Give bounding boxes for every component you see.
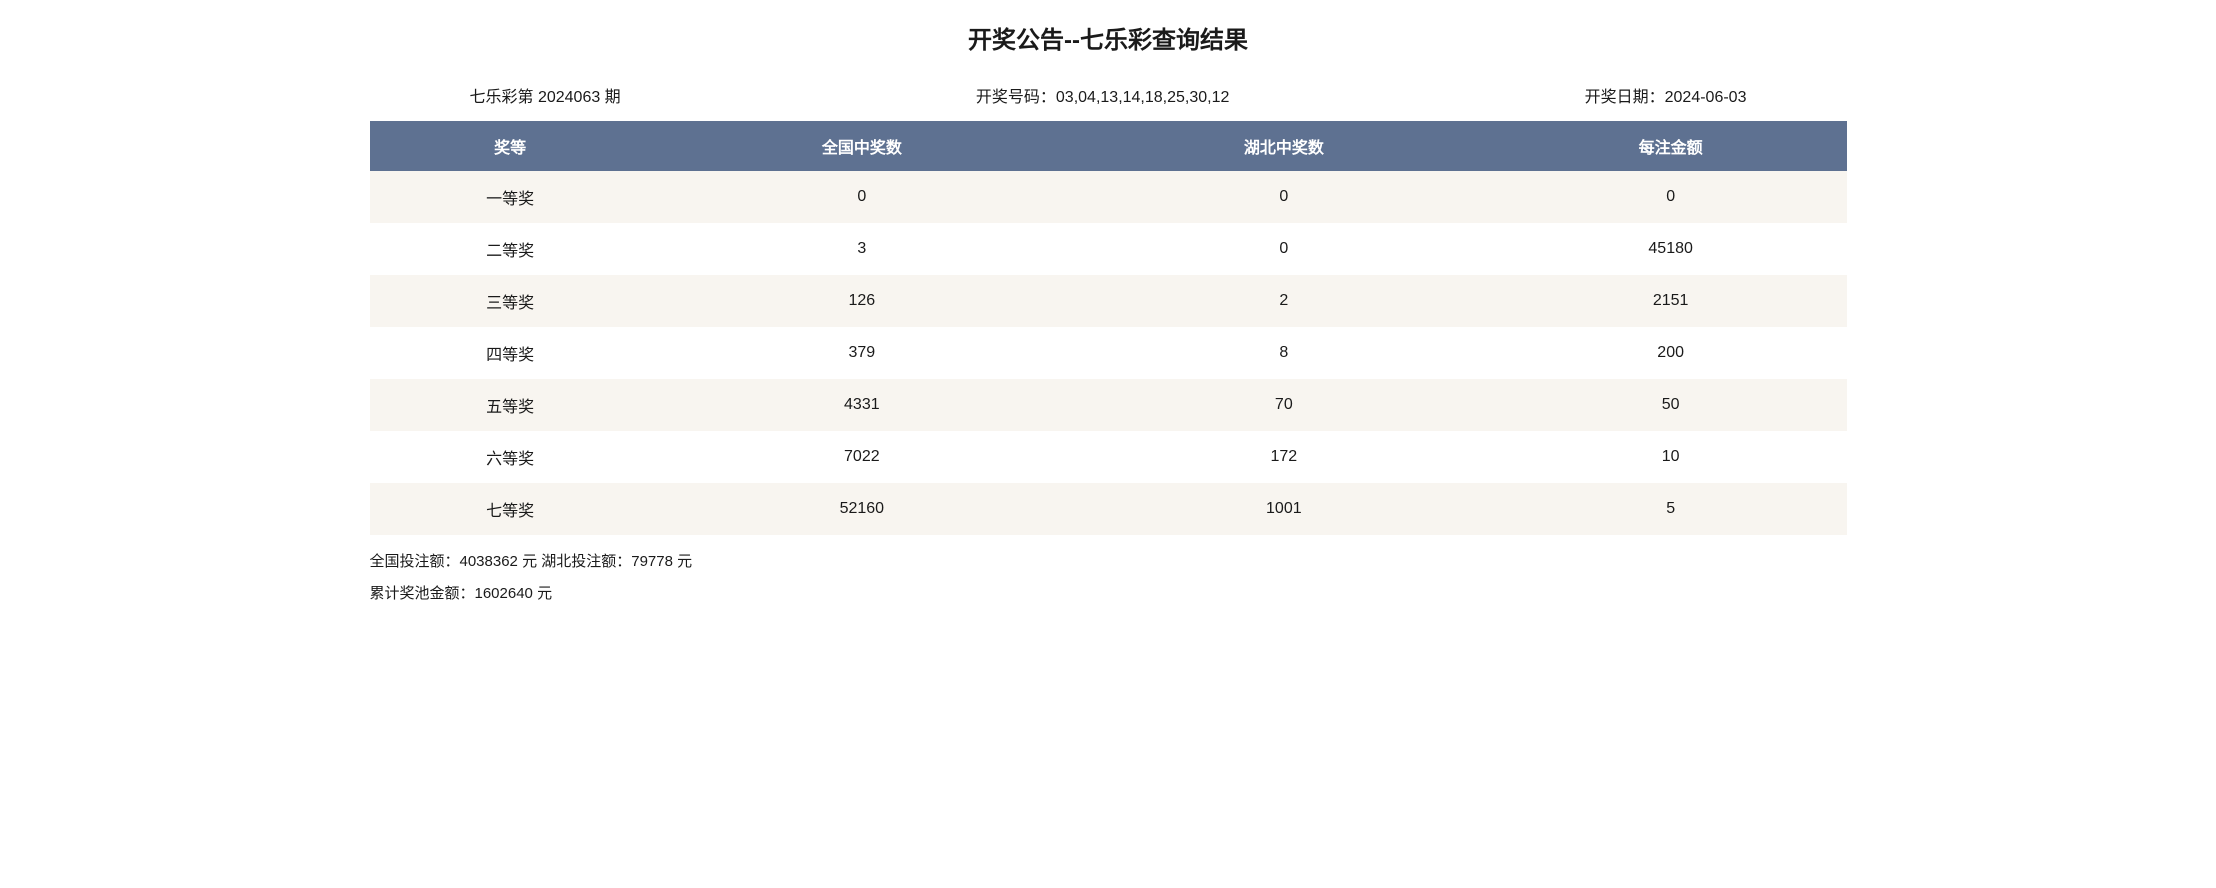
cell-national: 3 bbox=[651, 223, 1073, 275]
table-body: 一等奖 0 0 0 二等奖 3 0 45180 三等奖 126 2 2151 四… bbox=[370, 171, 1847, 535]
period-info: 七乐彩第 2024063 期 bbox=[470, 83, 621, 107]
cell-prize: 二等奖 bbox=[370, 223, 651, 275]
summary-pool: 累计奖池金额：1602640 元 bbox=[370, 579, 1847, 609]
page-title: 开奖公告--七乐彩查询结果 bbox=[370, 20, 1847, 55]
cell-amount: 50 bbox=[1495, 379, 1847, 431]
summary-bets: 全国投注额：4038362 元 湖北投注额：79778 元 bbox=[370, 547, 1847, 577]
cell-hubei: 2 bbox=[1073, 275, 1495, 327]
table-row: 一等奖 0 0 0 bbox=[370, 171, 1847, 223]
cell-prize: 六等奖 bbox=[370, 431, 651, 483]
cell-hubei: 8 bbox=[1073, 327, 1495, 379]
cell-prize: 五等奖 bbox=[370, 379, 651, 431]
results-table: 奖等 全国中奖数 湖北中奖数 每注金额 一等奖 0 0 0 二等奖 3 0 45… bbox=[370, 121, 1847, 535]
cell-national: 4331 bbox=[651, 379, 1073, 431]
cell-hubei: 0 bbox=[1073, 171, 1495, 223]
cell-hubei: 0 bbox=[1073, 223, 1495, 275]
cell-national: 0 bbox=[651, 171, 1073, 223]
table-row: 二等奖 3 0 45180 bbox=[370, 223, 1847, 275]
cell-prize: 七等奖 bbox=[370, 483, 651, 535]
cell-national: 7022 bbox=[651, 431, 1073, 483]
cell-prize: 一等奖 bbox=[370, 171, 651, 223]
col-header-prize: 奖等 bbox=[370, 121, 651, 171]
cell-amount: 2151 bbox=[1495, 275, 1847, 327]
cell-amount: 5 bbox=[1495, 483, 1847, 535]
cell-amount: 0 bbox=[1495, 171, 1847, 223]
table-header-row: 奖等 全国中奖数 湖北中奖数 每注金额 bbox=[370, 121, 1847, 171]
cell-prize: 三等奖 bbox=[370, 275, 651, 327]
cell-hubei: 1001 bbox=[1073, 483, 1495, 535]
cell-hubei: 172 bbox=[1073, 431, 1495, 483]
table-row: 三等奖 126 2 2151 bbox=[370, 275, 1847, 327]
cell-national: 379 bbox=[651, 327, 1073, 379]
cell-national: 52160 bbox=[651, 483, 1073, 535]
col-header-hubei: 湖北中奖数 bbox=[1073, 121, 1495, 171]
table-row: 四等奖 379 8 200 bbox=[370, 327, 1847, 379]
summary-section: 全国投注额：4038362 元 湖北投注额：79778 元 累计奖池金额：160… bbox=[370, 547, 1847, 609]
cell-prize: 四等奖 bbox=[370, 327, 651, 379]
date-info: 开奖日期：2024-06-03 bbox=[1585, 83, 1747, 107]
table-row: 六等奖 7022 172 10 bbox=[370, 431, 1847, 483]
table-row: 七等奖 52160 1001 5 bbox=[370, 483, 1847, 535]
cell-amount: 200 bbox=[1495, 327, 1847, 379]
table-row: 五等奖 4331 70 50 bbox=[370, 379, 1847, 431]
col-header-national: 全国中奖数 bbox=[651, 121, 1073, 171]
info-row: 七乐彩第 2024063 期 开奖号码：03,04,13,14,18,25,30… bbox=[370, 83, 1847, 107]
cell-national: 126 bbox=[651, 275, 1073, 327]
cell-hubei: 70 bbox=[1073, 379, 1495, 431]
cell-amount: 45180 bbox=[1495, 223, 1847, 275]
numbers-info: 开奖号码：03,04,13,14,18,25,30,12 bbox=[976, 83, 1230, 107]
col-header-amount: 每注金额 bbox=[1495, 121, 1847, 171]
cell-amount: 10 bbox=[1495, 431, 1847, 483]
lottery-result-container: 开奖公告--七乐彩查询结果 七乐彩第 2024063 期 开奖号码：03,04,… bbox=[370, 20, 1847, 609]
